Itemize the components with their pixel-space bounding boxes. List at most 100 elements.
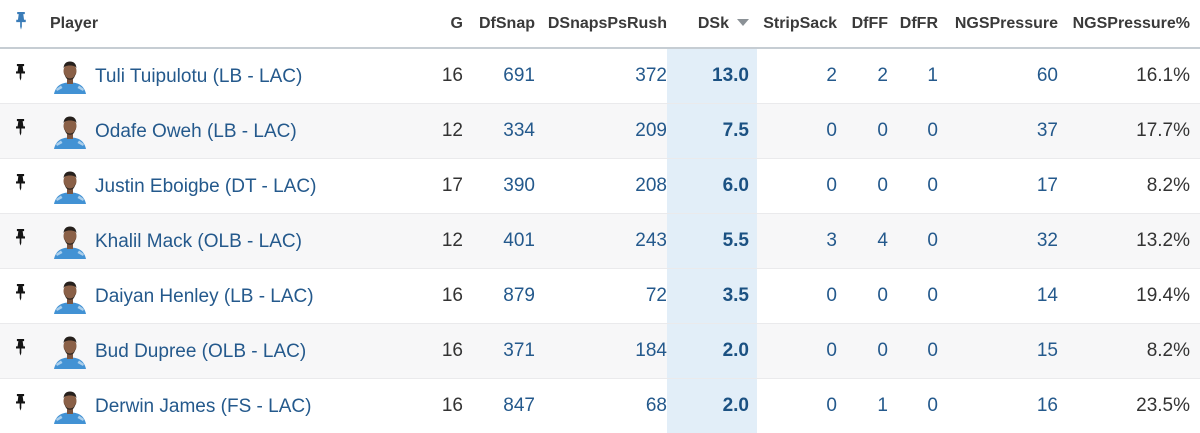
ngspressurepct-cell: 8.2%	[1058, 159, 1200, 214]
ngspressure-cell: 32	[938, 214, 1058, 269]
column-header-dfff[interactable]: DfFF	[837, 0, 888, 48]
ngspressurepct-cell: 17.7%	[1058, 104, 1200, 159]
g-cell: 12	[370, 104, 463, 159]
ngspressurepct-cell: 16.1%	[1058, 48, 1200, 104]
dfsnap-cell: 390	[463, 159, 535, 214]
dffr-cell: 0	[888, 269, 938, 324]
column-header-ngspressure[interactable]: NGSPressure	[938, 0, 1058, 48]
player-headshot	[52, 113, 88, 149]
ngspressurepct-cell: 8.2%	[1058, 324, 1200, 379]
table-header: Player G DfSnap DSnapsPsRush DSk StripSa…	[0, 0, 1200, 48]
player-headshot	[52, 333, 88, 369]
pin-icon	[13, 12, 29, 31]
ngspressurepct-cell: 13.2%	[1058, 214, 1200, 269]
pin-cell	[0, 48, 40, 104]
column-header-ngspressurepct[interactable]: NGSPressure%	[1058, 0, 1200, 48]
pin-icon[interactable]	[13, 119, 29, 138]
pin-cell	[0, 159, 40, 214]
dsk-cell: 2.0	[667, 324, 757, 379]
stripsack-cell: 2	[757, 48, 837, 104]
player-link[interactable]: Odafe Oweh (LB - LAC)	[95, 122, 297, 141]
player-headshot	[52, 168, 88, 204]
table-body: Tuli Tuipulotu (LB - LAC) 16 691 372 13.…	[0, 48, 1200, 433]
g-cell: 16	[370, 379, 463, 433]
dfsnap-cell: 691	[463, 48, 535, 104]
g-cell: 16	[370, 48, 463, 104]
dsnapspsrush-cell: 208	[535, 159, 667, 214]
player-cell: Bud Dupree (OLB - LAC)	[40, 324, 370, 379]
stripsack-cell: 0	[757, 269, 837, 324]
column-header-player[interactable]: Player	[40, 0, 370, 48]
dfsnap-cell: 847	[463, 379, 535, 433]
pin-cell	[0, 269, 40, 324]
table-row: Justin Eboigbe (DT - LAC) 17 390 208 6.0…	[0, 159, 1200, 214]
dffr-cell: 0	[888, 379, 938, 433]
dsk-cell: 7.5	[667, 104, 757, 159]
player-link[interactable]: Justin Eboigbe (DT - LAC)	[95, 177, 316, 196]
player-cell: Daiyan Henley (LB - LAC)	[40, 269, 370, 324]
dsk-cell: 6.0	[667, 159, 757, 214]
dsnapspsrush-cell: 209	[535, 104, 667, 159]
pin-cell	[0, 379, 40, 433]
table-row: Tuli Tuipulotu (LB - LAC) 16 691 372 13.…	[0, 48, 1200, 104]
ngspressurepct-cell: 23.5%	[1058, 379, 1200, 433]
column-header-stripsack[interactable]: StripSack	[757, 0, 837, 48]
g-cell: 16	[370, 324, 463, 379]
ngspressure-cell: 37	[938, 104, 1058, 159]
dsnapspsrush-cell: 372	[535, 48, 667, 104]
ngspressurepct-cell: 19.4%	[1058, 269, 1200, 324]
dsnapspsrush-cell: 184	[535, 324, 667, 379]
player-headshot	[52, 58, 88, 94]
stripsack-cell: 0	[757, 159, 837, 214]
dfff-cell: 0	[837, 104, 888, 159]
table-row: Odafe Oweh (LB - LAC) 12 334 209 7.5 0 0…	[0, 104, 1200, 159]
player-link[interactable]: Daiyan Henley (LB - LAC)	[95, 287, 314, 306]
table-row: Bud Dupree (OLB - LAC) 16 371 184 2.0 0 …	[0, 324, 1200, 379]
pin-icon[interactable]	[13, 339, 29, 358]
pin-icon[interactable]	[13, 284, 29, 303]
ngspressure-cell: 14	[938, 269, 1058, 324]
pin-cell	[0, 324, 40, 379]
pin-icon[interactable]	[13, 229, 29, 248]
player-cell: Tuli Tuipulotu (LB - LAC)	[40, 48, 370, 104]
player-link[interactable]: Derwin James (FS - LAC)	[95, 397, 311, 416]
player-link[interactable]: Tuli Tuipulotu (LB - LAC)	[95, 67, 302, 86]
stripsack-cell: 3	[757, 214, 837, 269]
dfff-cell: 4	[837, 214, 888, 269]
player-headshot	[52, 388, 88, 424]
player-link[interactable]: Bud Dupree (OLB - LAC)	[95, 342, 306, 361]
pin-icon[interactable]	[13, 174, 29, 193]
player-headshot	[52, 223, 88, 259]
player-headshot	[52, 278, 88, 314]
column-header-dsk-label: DSk	[698, 15, 729, 32]
ngspressure-cell: 15	[938, 324, 1058, 379]
column-header-dsnapspsrush[interactable]: DSnapsPsRush	[535, 0, 667, 48]
column-header-dffr[interactable]: DfFR	[888, 0, 938, 48]
pin-icon[interactable]	[13, 394, 29, 413]
stripsack-cell: 0	[757, 324, 837, 379]
column-header-dfsnap[interactable]: DfSnap	[463, 0, 535, 48]
column-header-pin[interactable]	[0, 0, 40, 48]
dfff-cell: 0	[837, 324, 888, 379]
player-cell: Derwin James (FS - LAC)	[40, 379, 370, 433]
g-cell: 17	[370, 159, 463, 214]
dsk-cell: 2.0	[667, 379, 757, 433]
dffr-cell: 0	[888, 159, 938, 214]
dfff-cell: 1	[837, 379, 888, 433]
player-cell: Justin Eboigbe (DT - LAC)	[40, 159, 370, 214]
dffr-cell: 0	[888, 214, 938, 269]
ngspressure-cell: 60	[938, 48, 1058, 104]
dfff-cell: 0	[837, 159, 888, 214]
dsnapspsrush-cell: 243	[535, 214, 667, 269]
dsk-cell: 13.0	[667, 48, 757, 104]
column-header-dsk[interactable]: DSk	[667, 0, 757, 48]
dsnapspsrush-cell: 72	[535, 269, 667, 324]
player-link[interactable]: Khalil Mack (OLB - LAC)	[95, 232, 302, 251]
table-row: Derwin James (FS - LAC) 16 847 68 2.0 0 …	[0, 379, 1200, 433]
g-cell: 12	[370, 214, 463, 269]
dsk-cell: 5.5	[667, 214, 757, 269]
stripsack-cell: 0	[757, 104, 837, 159]
pin-icon[interactable]	[13, 64, 29, 83]
column-header-g[interactable]: G	[370, 0, 463, 48]
